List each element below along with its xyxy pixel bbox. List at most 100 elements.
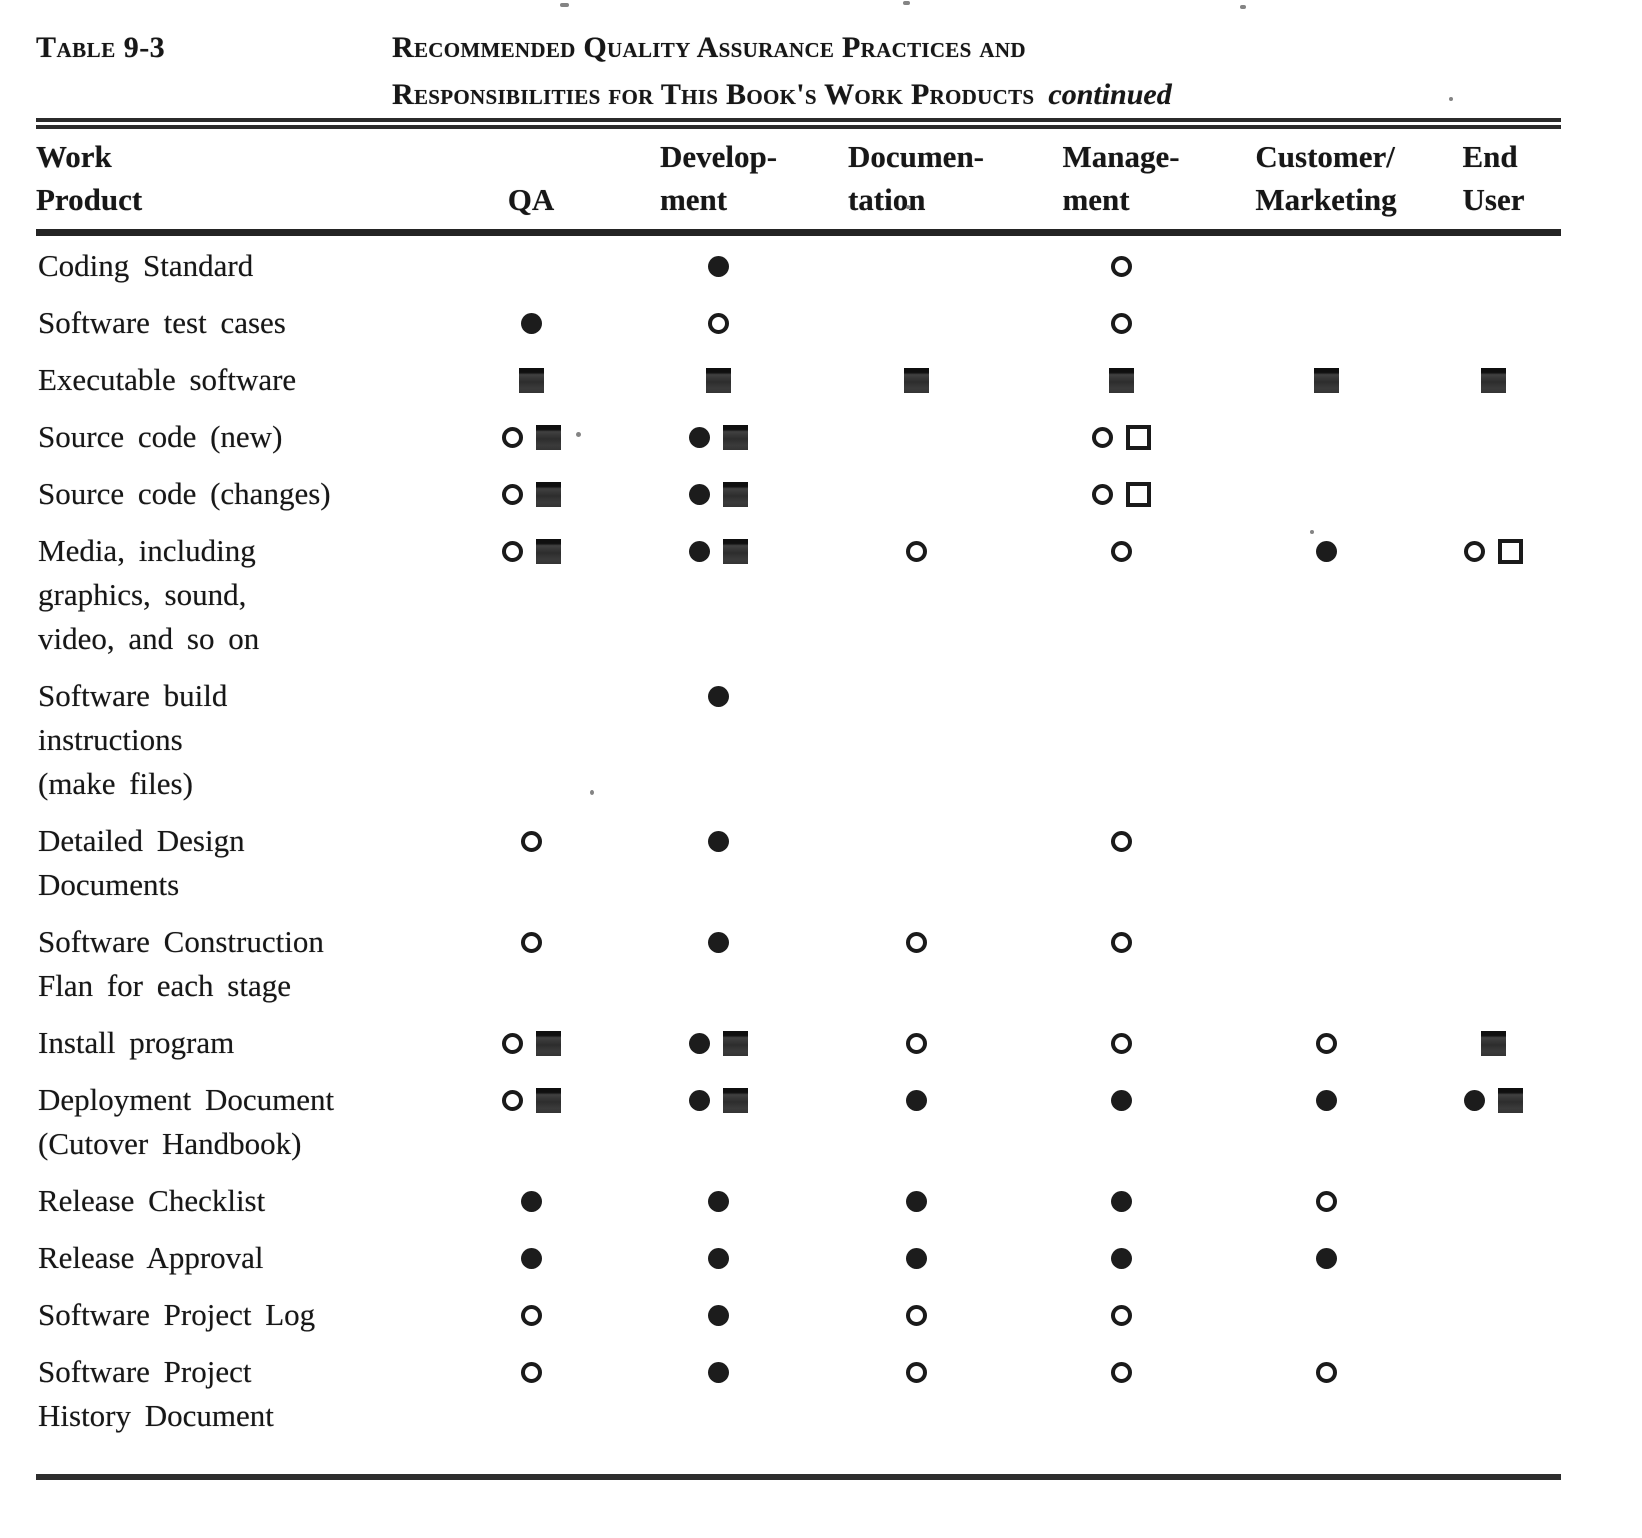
open-circle-icon: [1091, 426, 1113, 448]
cell-management: [1016, 666, 1226, 811]
filled-circle-icon: [1110, 1089, 1132, 1111]
cell-management: [1016, 1342, 1226, 1477]
open-circle-icon: [1110, 830, 1132, 852]
open-circle-icon: [520, 1361, 542, 1383]
cell-customer-marketing: [1226, 666, 1426, 811]
cell-management: [1016, 407, 1226, 464]
filled-square-icon: [723, 538, 748, 564]
open-square-icon: [1125, 481, 1151, 507]
table-row: Software Construction Flan for each stage: [36, 912, 1561, 1013]
open-circle-icon: [1110, 1304, 1132, 1326]
cell-management: [1016, 912, 1226, 1013]
table-body: Coding Standard Software test cases Execut…: [36, 233, 1561, 1478]
table-row: Software test cases: [36, 293, 1561, 350]
cell-development: [621, 912, 816, 1013]
filled-square-icon: [903, 367, 929, 393]
open-circle-icon: [1110, 931, 1132, 953]
cell-end-user: [1426, 912, 1561, 1013]
cell-qa: [441, 233, 621, 294]
cell-documentation: [816, 1285, 1016, 1342]
page-content: Table 9-3 Recommended Quality Assurance …: [36, 31, 1561, 1480]
cell-development: [621, 407, 816, 464]
table-row: Software Project History Document: [36, 1342, 1561, 1477]
column-header-label: Documen-tation: [847, 139, 985, 217]
cell-end-user: [1426, 1285, 1561, 1342]
cell-qa: [441, 407, 621, 464]
scan-speckle: [576, 432, 581, 437]
cell-qa: [441, 912, 621, 1013]
filled-circle-icon: [1464, 1089, 1485, 1111]
filled-square-icon: [1498, 1087, 1523, 1113]
cell-development: [621, 1342, 816, 1477]
filled-circle-icon: [689, 483, 710, 505]
cell-customer-marketing: [1226, 1228, 1426, 1285]
column-header-customer-marketing: Customer/Marketing: [1226, 123, 1426, 236]
filled-circle-icon: [708, 255, 729, 277]
open-circle-icon: [501, 1032, 523, 1054]
column-header-management: Manage-ment: [1016, 123, 1226, 236]
open-circle-icon: [1315, 1190, 1337, 1212]
filled-circle-icon: [689, 426, 710, 448]
cell-end-user: [1426, 233, 1561, 294]
caption-continued: continued: [1048, 78, 1172, 111]
cell-customer-marketing: [1226, 293, 1426, 350]
cell-documentation: [816, 233, 1016, 294]
table-row: Source code (new): [36, 407, 1561, 464]
caption-line2-wrap: Responsibilities for This Book's Work Pr…: [392, 71, 1172, 118]
cell-documentation: [816, 1070, 1016, 1171]
work-product-label: Software Project History Document: [38, 1354, 274, 1433]
filled-square-icon: [1313, 367, 1339, 393]
open-circle-icon: [905, 1304, 927, 1326]
cell-end-user: [1426, 1171, 1561, 1228]
scan-speckle: [1240, 5, 1246, 9]
filled-circle-icon: [1110, 1247, 1132, 1269]
filled-circle-icon: [1110, 1190, 1132, 1212]
column-header-label: Customer/Marketing: [1255, 139, 1397, 217]
cell-qa: [441, 350, 621, 407]
work-product-label: Source code (changes): [38, 476, 331, 511]
open-circle-icon: [905, 540, 927, 562]
open-circle-icon: [501, 540, 523, 562]
work-product-label: Source code (new): [38, 419, 283, 454]
filled-square-icon: [535, 1087, 561, 1113]
filled-circle-icon: [708, 1304, 729, 1326]
cell-end-user: [1426, 1342, 1561, 1477]
filled-circle-icon: [689, 540, 710, 562]
cell-management: [1016, 811, 1226, 912]
cell-qa: [441, 1070, 621, 1171]
cell-documentation: [816, 521, 1016, 666]
open-circle-icon: [1315, 1032, 1337, 1054]
filled-circle-icon: [708, 1361, 729, 1383]
cell-management: [1016, 350, 1226, 407]
cell-customer-marketing: [1226, 912, 1426, 1013]
work-product-label: Detailed Design Documents: [38, 823, 245, 902]
cell-customer-marketing: [1226, 521, 1426, 666]
work-product-label: Software build instructions (make files): [38, 678, 228, 801]
column-header-label: End User: [1462, 139, 1525, 217]
filled-circle-icon: [1315, 540, 1337, 562]
open-circle-icon: [501, 426, 523, 448]
filled-circle-icon: [708, 1190, 729, 1212]
column-header-documentation: Documen-tation: [816, 123, 1016, 236]
table-row: Release Checklist: [36, 1171, 1561, 1228]
table-row: Source code (changes): [36, 464, 1561, 521]
cell-development: [621, 350, 816, 407]
cell-end-user: [1426, 293, 1561, 350]
open-circle-icon: [1091, 483, 1113, 505]
cell-end-user: [1426, 811, 1561, 912]
cell-development: [621, 1013, 816, 1070]
work-product-label: Release Approval: [38, 1240, 264, 1275]
cell-customer-marketing: [1226, 1013, 1426, 1070]
filled-circle-icon: [708, 1247, 729, 1269]
column-header-label: Work Product: [36, 139, 143, 217]
cell-qa: [441, 666, 621, 811]
table-number: Table 9-3: [36, 31, 166, 64]
work-product-label: Software Construction Flan for each stage: [38, 924, 324, 1003]
cell-qa: [441, 1228, 621, 1285]
cell-management: [1016, 521, 1226, 666]
column-header-end-user: End User: [1426, 123, 1561, 236]
table-row: Detailed Design Documents: [36, 811, 1561, 912]
filled-circle-icon: [708, 685, 729, 707]
cell-end-user: [1426, 407, 1561, 464]
